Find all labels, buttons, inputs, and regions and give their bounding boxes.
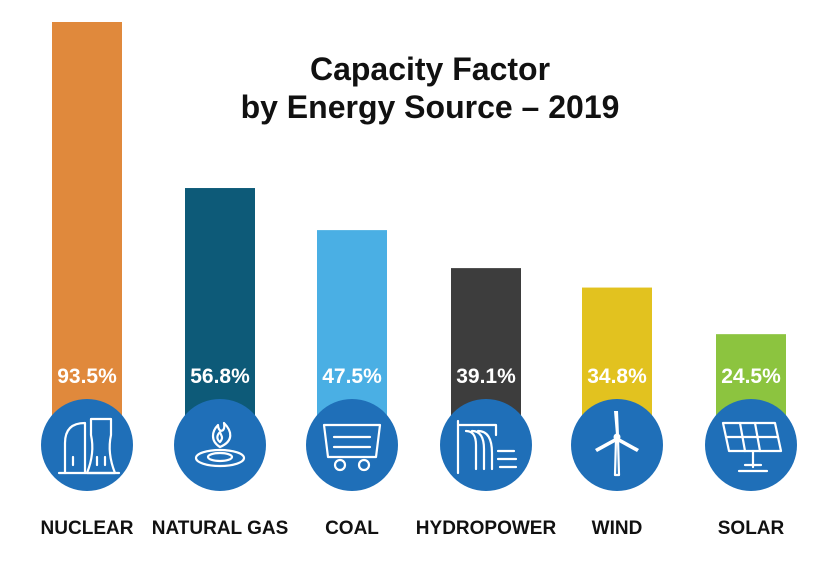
value-label-coal: 47.5% [322,365,382,388]
category-label-nuclear: NUCLEAR [41,518,134,539]
wind-turbine-icon [571,399,663,491]
bar-nuclear [52,22,122,445]
icon-glyph [194,421,246,468]
icons-layer [41,399,797,491]
icon-circle [705,399,797,491]
value-label-hydropower: 39.1% [456,365,516,388]
nuclear-cooling-tower-icon [41,399,133,491]
icon-circle [174,399,266,491]
icon-circle [571,399,663,491]
category-label-hydropower: HYDROPOWER [416,518,557,539]
chart-title: Capacity Factor by Energy Source – 2019 [241,51,620,125]
value-label-nuclear: 93.5% [57,365,117,388]
coal-cart-icon [306,399,398,491]
icon-glyph [595,411,639,477]
icon-glyph [721,421,783,473]
category-label-solar: SOLAR [718,518,785,539]
icon-glyph [57,417,121,475]
value-label-wind: 34.8% [587,365,647,388]
icon-circle [41,399,133,491]
icon-glyph [322,423,382,472]
category-labels-layer: NUCLEAR NATURAL GAS COAL HYDROPOWER WIND SOLA… [41,518,785,539]
icon-glyph [456,419,518,475]
solar-panel-icon [705,399,797,491]
category-label-natural-gas: NATURAL GAS [152,518,289,539]
category-label-wind: WIND [592,518,643,539]
chart-title-line-2: by Energy Source – 2019 [241,89,620,125]
chart-title-line-1: Capacity Factor [310,51,550,87]
icon-circle [306,399,398,491]
value-label-natural-gas: 56.8% [190,365,250,388]
value-label-solar: 24.5% [721,365,781,388]
icon-circle [440,399,532,491]
gas-flame-icon [174,399,266,491]
value-labels-layer: 93.5% 56.8% 47.5% 39.1% 34.8% 24.5% [57,365,781,388]
category-label-coal: COAL [325,518,379,539]
hydro-dam-icon [440,399,532,491]
